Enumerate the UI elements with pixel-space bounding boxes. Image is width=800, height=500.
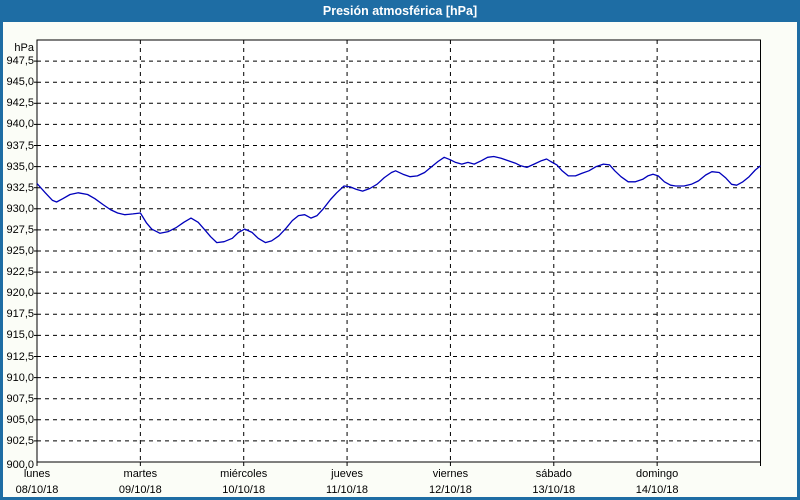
y-tick-label: 902,5 xyxy=(6,434,34,447)
y-tick-label: 910,0 xyxy=(6,371,34,384)
y-tick-label: 947,5 xyxy=(6,55,34,68)
y-tick-label: 912,5 xyxy=(6,350,34,363)
y-axis-unit-label: hPa xyxy=(14,42,34,54)
x-date-label: 13/10/18 xyxy=(532,484,576,496)
x-date-label: 08/10/18 xyxy=(15,484,59,496)
x-day-label: martes xyxy=(123,468,158,480)
y-tick-label: 940,0 xyxy=(6,118,34,131)
x-date-label: 14/10/18 xyxy=(635,484,679,496)
y-tick-label: 930,0 xyxy=(6,202,34,215)
y-tick-label: 915,0 xyxy=(6,329,34,342)
y-tick-label: 900,0 xyxy=(6,459,34,471)
chart-title-bar: Presión atmosférica [hPa] xyxy=(0,0,800,22)
y-tick-label: 905,0 xyxy=(6,413,34,426)
y-tick-label: 932,5 xyxy=(6,181,34,194)
y-tick-label: 927,5 xyxy=(6,223,34,236)
x-day-label: domingo xyxy=(636,468,679,480)
chart-canvas: hPa 947,5 945,0 942,5 940,0 937,5 935,0 932,5 9… xyxy=(3,22,797,497)
y-tick-label: 935,0 xyxy=(6,160,34,173)
pressure-series-line xyxy=(36,155,761,244)
x-day-label: jueves xyxy=(331,468,363,480)
x-date-label: 09/10/18 xyxy=(118,484,162,496)
y-tick-label: 917,5 xyxy=(6,308,34,321)
x-date-label: 12/10/18 xyxy=(429,484,472,496)
x-date-label: 11/10/18 xyxy=(326,484,369,496)
x-day-label: lunes xyxy=(23,468,51,480)
x-day-label: viernes xyxy=(432,468,469,480)
y-tick-label: 907,5 xyxy=(6,392,34,405)
x-day-label: miércoles xyxy=(220,468,268,480)
y-tick-label: 922,5 xyxy=(6,266,34,279)
y-tick-label: 945,0 xyxy=(6,76,34,89)
x-day-label: sábado xyxy=(535,468,572,480)
y-tick-label: 942,5 xyxy=(6,97,34,110)
y-tick-label: 920,0 xyxy=(6,287,34,300)
y-tick-label: 937,5 xyxy=(6,139,34,152)
y-tick-label: 925,0 xyxy=(6,245,34,257)
chart-title: Presión atmosférica [hPa] xyxy=(322,4,478,18)
x-date-label: 10/10/18 xyxy=(222,484,266,496)
